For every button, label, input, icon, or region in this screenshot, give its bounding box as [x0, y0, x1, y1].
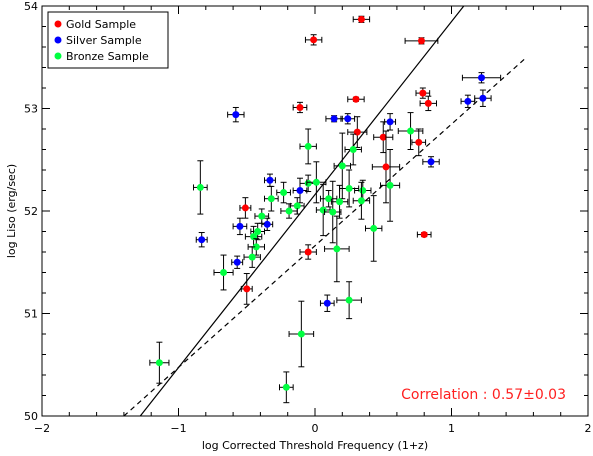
data-point-marker	[329, 209, 336, 216]
data-point-marker	[415, 139, 422, 146]
legend-item: Silver Sample	[55, 34, 142, 47]
data-point-marker	[249, 254, 256, 261]
data-point-marker	[324, 300, 331, 307]
y-tick-label: 54	[24, 0, 38, 13]
data-point-marker	[264, 221, 271, 228]
data-point-marker	[479, 95, 486, 102]
legend-item: Gold Sample	[55, 18, 137, 31]
data-point-marker	[346, 297, 353, 304]
legend-marker	[55, 37, 62, 44]
legend-label: Silver Sample	[66, 34, 142, 47]
data-point-marker	[220, 269, 227, 276]
data-point-marker	[268, 195, 275, 202]
data-point-marker	[266, 177, 273, 184]
y-tick-label: 51	[24, 308, 38, 321]
data-point-marker	[331, 115, 338, 122]
data-point-marker	[286, 208, 293, 215]
data-point-marker	[382, 163, 389, 170]
data-point-marker	[234, 259, 241, 266]
data-point-marker	[358, 16, 365, 23]
data-point-marker	[478, 74, 485, 81]
data-point-marker	[464, 98, 471, 105]
y-axis-title: log Liso (erg/sec)	[5, 164, 18, 258]
data-point-marker	[350, 146, 357, 153]
legend-marker	[55, 53, 62, 60]
x-axis-title: log Corrected Threshold Frequency (1+z)	[202, 439, 428, 452]
data-point-marker	[359, 187, 366, 194]
data-point-marker	[236, 223, 243, 230]
x-tick-label: −2	[34, 422, 50, 435]
data-point-marker	[352, 96, 359, 103]
correlation-annotation: Correlation : 0.57±0.03	[401, 387, 566, 403]
data-point-marker	[198, 236, 205, 243]
data-point-marker	[296, 187, 303, 194]
legend-label: Gold Sample	[66, 18, 136, 31]
data-point-marker	[298, 331, 305, 338]
data-point-marker	[232, 111, 239, 118]
data-point-marker	[296, 104, 303, 111]
data-point-marker	[407, 128, 414, 135]
x-tick-label: 1	[448, 422, 455, 435]
data-point-marker	[428, 158, 435, 165]
y-tick-label: 52	[24, 205, 38, 218]
data-point-marker	[243, 285, 250, 292]
data-point-marker	[339, 162, 346, 169]
y-tick-label: 50	[24, 410, 38, 423]
data-point-marker	[333, 245, 340, 252]
data-point-marker	[313, 179, 320, 186]
x-tick-label: 2	[585, 422, 592, 435]
x-tick-label: −1	[170, 422, 186, 435]
data-point-marker	[358, 197, 365, 204]
data-point-marker	[418, 37, 425, 44]
data-point-marker	[197, 184, 204, 191]
data-point-marker	[258, 213, 265, 220]
data-point-marker	[387, 182, 394, 189]
x-tick-label: 0	[312, 422, 319, 435]
data-point-marker	[419, 90, 426, 97]
data-point-marker	[344, 115, 351, 122]
data-point-marker	[310, 36, 317, 43]
data-point-marker	[387, 118, 394, 125]
legend-item: Bronze Sample	[55, 50, 150, 63]
data-point-marker	[280, 189, 287, 196]
data-point-marker	[336, 198, 343, 205]
data-point-marker	[305, 180, 312, 187]
data-point-marker	[156, 359, 163, 366]
legend: Gold Sample Silver Sample Bronze Sample	[48, 12, 168, 68]
data-point-marker	[421, 231, 428, 238]
data-point-marker	[242, 204, 249, 211]
data-point-marker	[370, 225, 377, 232]
data-point-marker	[305, 143, 312, 150]
legend-marker	[55, 21, 62, 28]
legend-label: Bronze Sample	[66, 50, 149, 63]
data-point-marker	[346, 185, 353, 192]
data-point-marker	[425, 100, 432, 107]
data-point-marker	[283, 384, 290, 391]
y-tick-label: 53	[24, 103, 38, 116]
data-point-marker	[305, 249, 312, 256]
